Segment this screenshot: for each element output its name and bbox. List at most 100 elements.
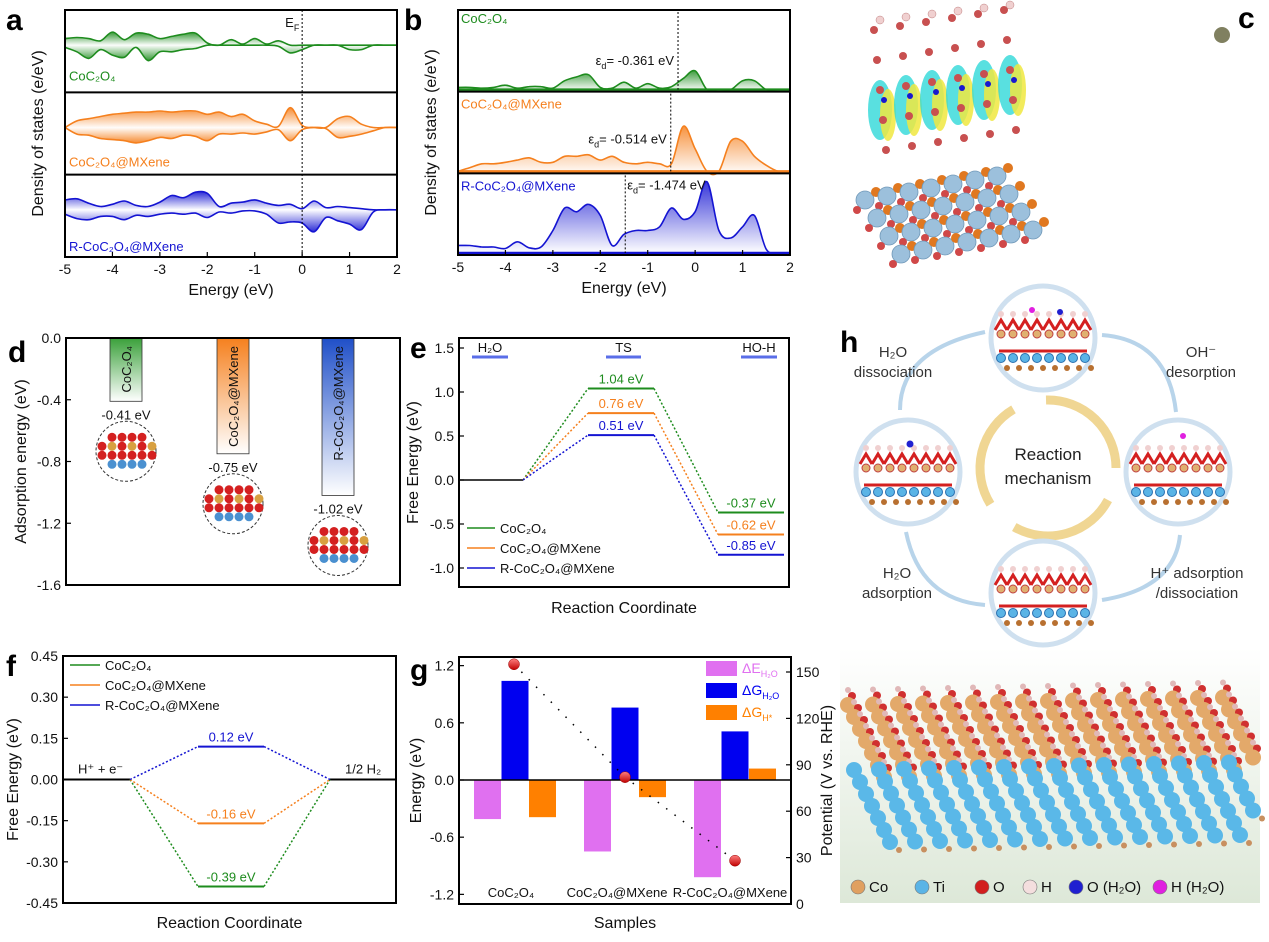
ti-atom — [1220, 803, 1236, 819]
c-atom — [905, 499, 911, 505]
c-atom — [1046, 844, 1052, 850]
co-atom — [1056, 329, 1066, 339]
value: = -1.474 eV — [638, 177, 706, 192]
x-tick-label: -3 — [547, 259, 560, 275]
atom — [234, 503, 244, 513]
y-tick-label: 0.15 — [31, 730, 58, 746]
connector — [263, 745, 331, 781]
c-atom — [1052, 620, 1058, 626]
o-h2o-atom — [985, 81, 991, 87]
d-band-center-label: εd= -0.361 eV — [596, 53, 675, 71]
h-atom — [901, 12, 911, 22]
c-atom — [1015, 181, 1025, 191]
ti-atom — [1007, 831, 1023, 848]
o-atom — [870, 26, 878, 34]
o-h2o-atom — [959, 85, 965, 91]
ti-atom — [1183, 779, 1199, 796]
category-label: R-CoC₂O₄@MXene — [673, 885, 788, 900]
panel-a: CoC₂O₄ CoC₂O₄@MXene R-CoC₂O₄@MXene -5 -4 -3 -2… — [6, 4, 401, 299]
ti-atom — [1071, 757, 1087, 774]
atom — [244, 485, 254, 495]
co-atom — [1215, 463, 1225, 473]
o-h2o-atom — [881, 97, 887, 103]
h-atom — [932, 709, 938, 716]
dos-series-1: CoC₂O₄@MXene — [64, 106, 398, 170]
inset-circle — [95, 420, 157, 482]
cycle-arrow — [1101, 333, 1178, 413]
subscript: d — [633, 185, 638, 195]
connector — [263, 778, 331, 825]
c-atom — [1003, 163, 1013, 173]
legend-label: ΔGH₂O — [742, 682, 779, 701]
o-layer — [993, 572, 1009, 586]
o-layer — [1140, 451, 1156, 465]
o-layer — [870, 451, 886, 465]
panel-c-structure: c — [853, 0, 1255, 268]
o-layer — [858, 451, 874, 465]
o-atom — [953, 208, 961, 216]
ti-atom — [1121, 756, 1137, 773]
potential-point — [619, 771, 631, 783]
o-layer — [1065, 572, 1081, 586]
o-layer — [882, 451, 898, 465]
h-atom — [1225, 740, 1231, 746]
ti-atom — [1207, 827, 1223, 844]
legend-label: H (H₂O) — [1171, 879, 1224, 896]
o-layer — [1128, 451, 1144, 465]
y2-axis-label: Potential (V vs. RHE) — [819, 705, 836, 856]
y-tick-label: -0.45 — [26, 895, 58, 911]
atom — [339, 553, 349, 563]
ti-atom — [967, 210, 987, 230]
ti-atom — [1158, 780, 1174, 796]
ti-atom — [921, 178, 941, 198]
h-atom — [876, 698, 882, 705]
plot-frame — [458, 337, 790, 588]
h-atom — [901, 698, 907, 704]
y2-tick-label: 150 — [796, 664, 820, 680]
atom — [117, 459, 127, 469]
legend-label: O — [993, 879, 1005, 896]
o-atom — [902, 82, 910, 90]
h-atom — [976, 696, 982, 703]
ti-atom — [1208, 779, 1224, 795]
co-atom — [996, 584, 1006, 594]
o-atom — [896, 22, 904, 30]
h-atom — [1169, 445, 1175, 451]
dos-spin-up-line — [64, 106, 397, 130]
h-atom — [875, 445, 881, 451]
ti-atom — [877, 186, 897, 206]
o-atom — [921, 234, 929, 242]
c-atom — [1064, 620, 1070, 626]
h-atom — [1138, 717, 1144, 724]
ti-atom — [901, 821, 917, 838]
ti-atom — [1182, 828, 1198, 844]
h-h2o-atom — [1029, 307, 1035, 313]
legend-atom-icon — [850, 879, 866, 895]
atom — [319, 544, 329, 554]
h-atom — [1020, 683, 1026, 690]
c-atom — [896, 847, 902, 853]
o-atom — [941, 190, 949, 198]
h-atom — [975, 745, 981, 751]
c-atom — [1052, 365, 1058, 371]
h-atom — [1201, 692, 1207, 698]
ti-atom — [989, 206, 1009, 226]
subscript: d — [601, 61, 606, 71]
ti-atom — [914, 797, 930, 813]
ti-atom — [923, 218, 943, 238]
structure-circle — [853, 417, 963, 527]
ti-atom — [958, 784, 974, 800]
c-atom — [1146, 842, 1152, 848]
ti-atom — [1157, 828, 1173, 845]
y-axis-label: Density of states (e/eV) — [423, 49, 440, 215]
o-atom — [931, 108, 939, 116]
atom — [244, 494, 254, 504]
o-layer — [1053, 317, 1069, 331]
ti-atom — [964, 796, 980, 812]
charge-density-blob — [958, 74, 974, 126]
y-tick-label: 1.5 — [435, 340, 455, 356]
h-atom — [1005, 0, 1015, 10]
co-atom — [1191, 463, 1201, 473]
bar — [721, 731, 749, 780]
h-atom — [1119, 730, 1125, 736]
